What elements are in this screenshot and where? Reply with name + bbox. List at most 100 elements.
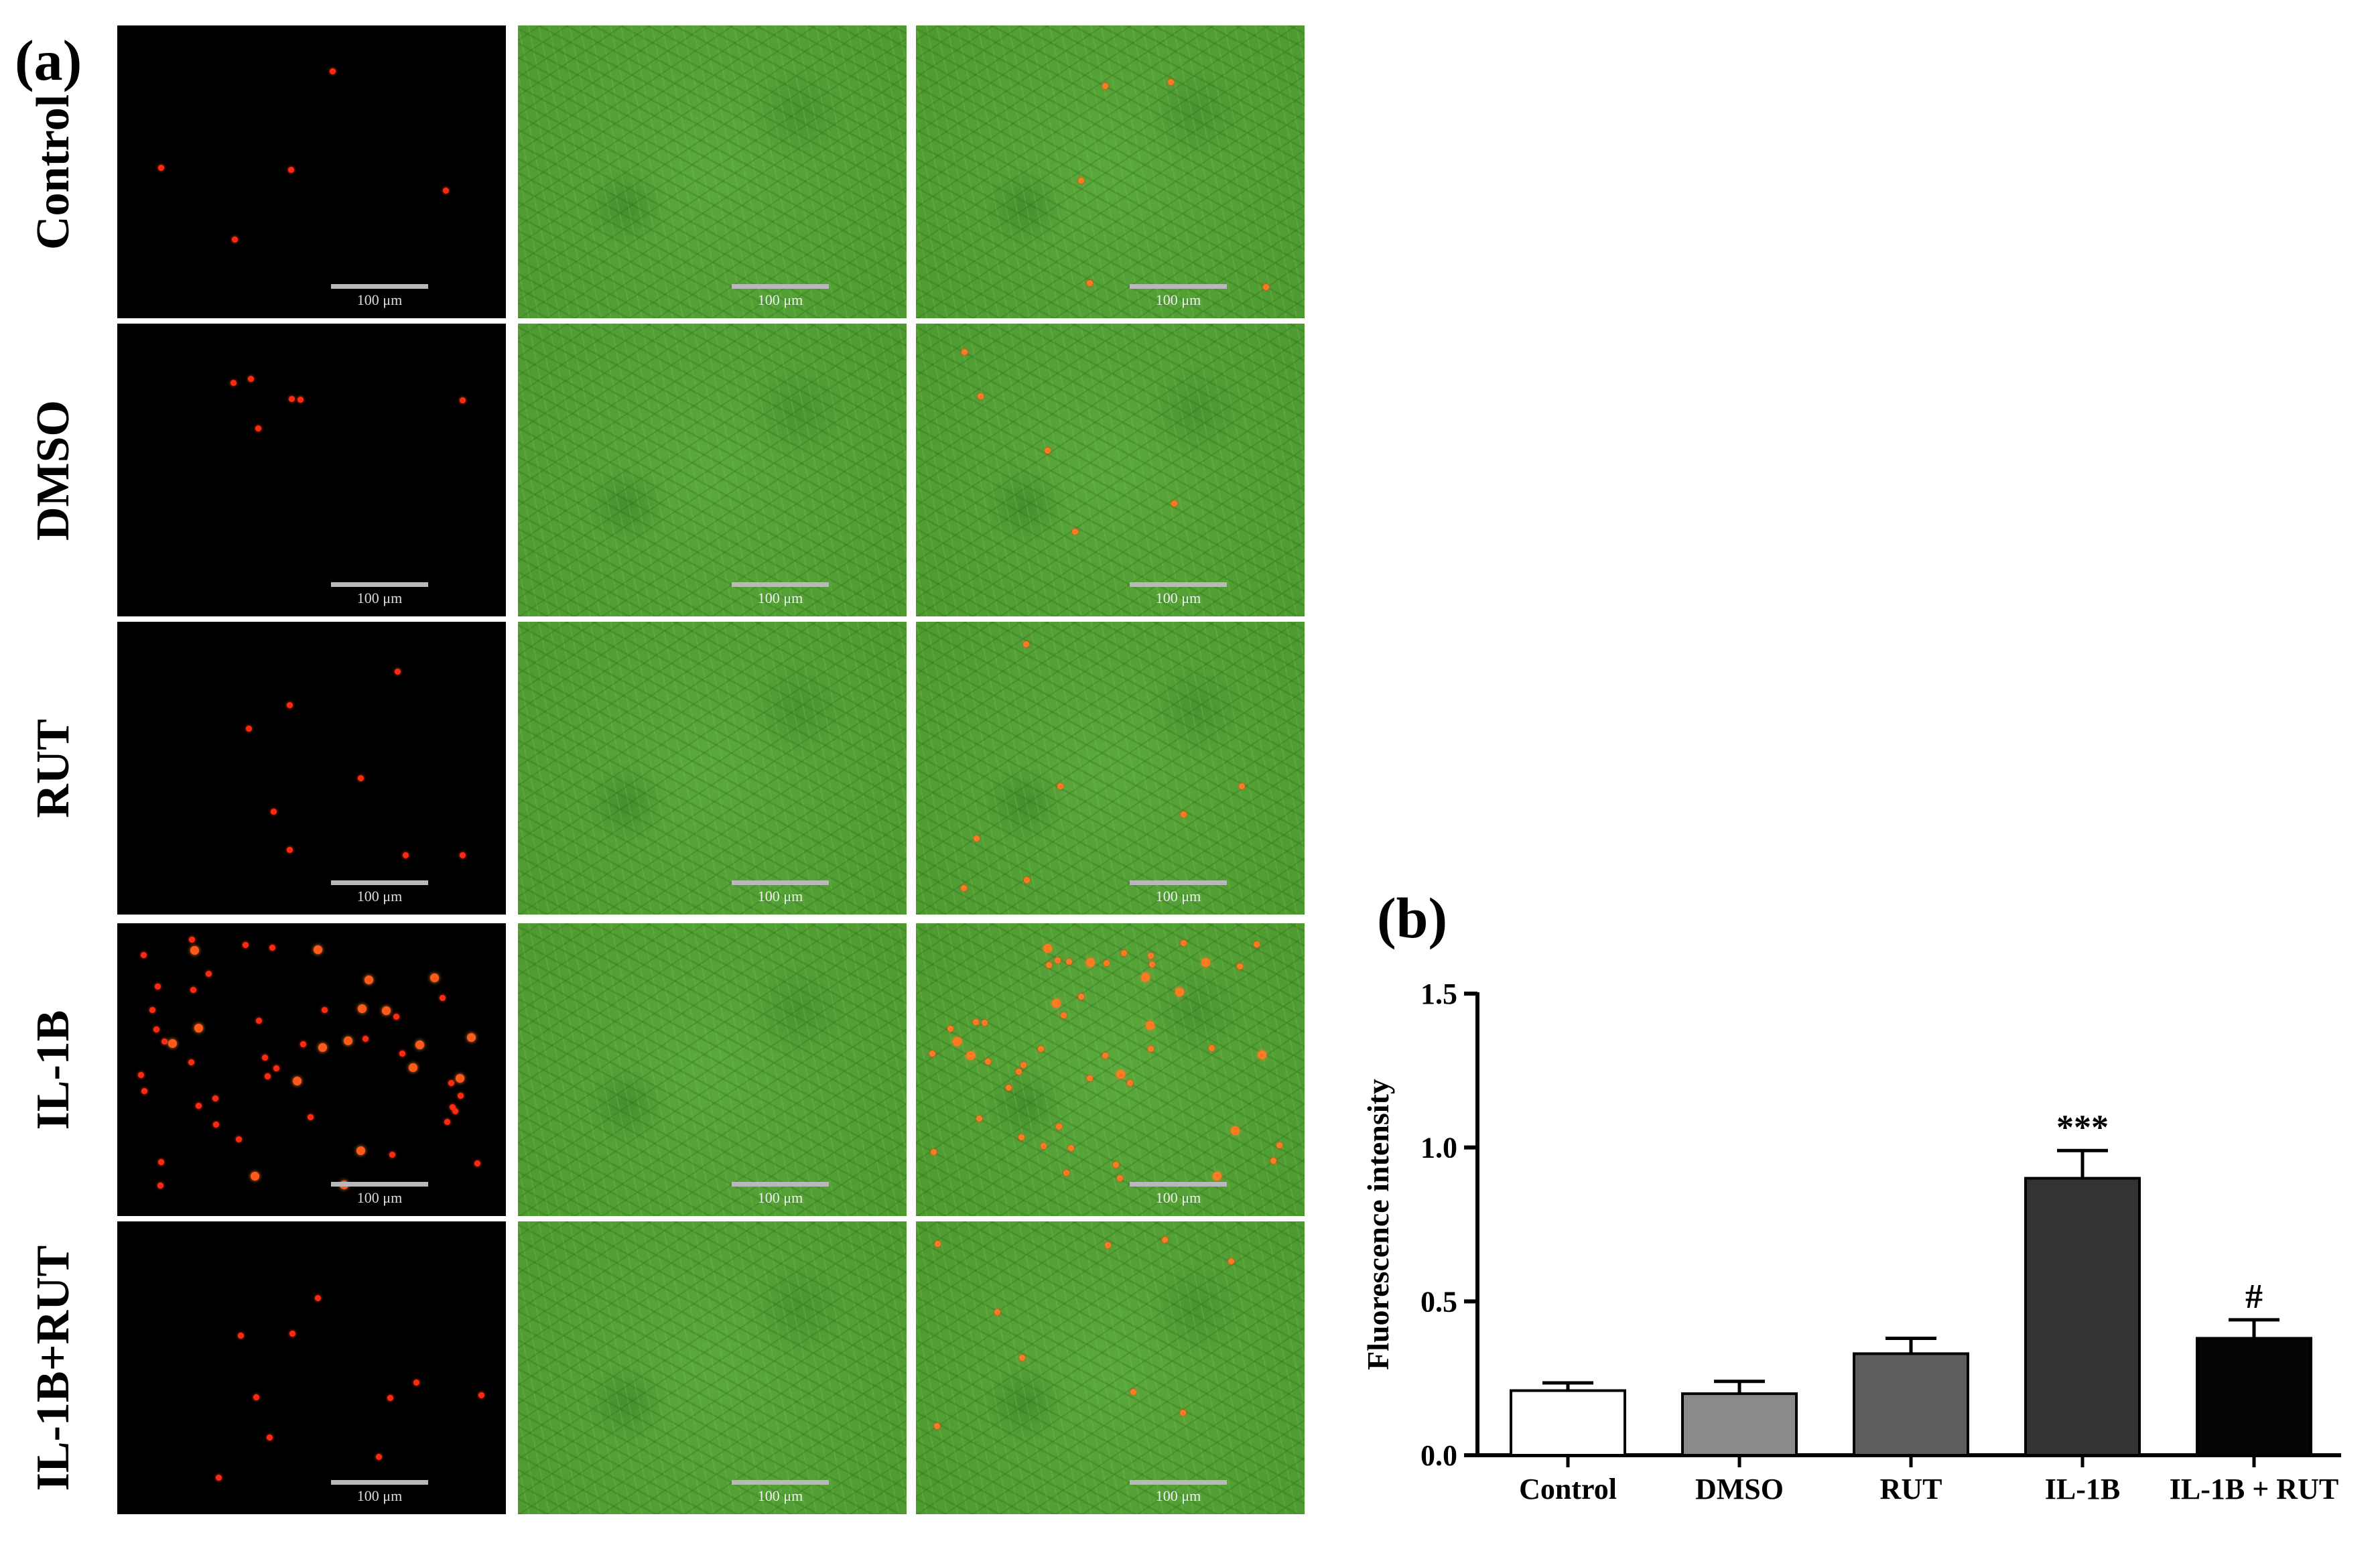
bar-2 (1853, 1352, 1969, 1457)
row-label-1: DMSO (27, 399, 79, 541)
cell-dot (961, 885, 968, 892)
cell-dot (357, 1004, 367, 1013)
fluorescence-image-0: 100 μm (117, 25, 506, 318)
x-tick-label-4: IL-1B + RUT (2170, 1473, 2338, 1505)
cell-dot (196, 1102, 202, 1109)
merged-image-0: 100 μm (916, 25, 1305, 318)
scale-bar (1130, 582, 1227, 587)
cell-dot (315, 1294, 322, 1301)
cell-dot (1061, 1012, 1067, 1018)
scale-bar (331, 582, 428, 587)
cell-dot (1006, 1085, 1012, 1091)
cell-dot (1040, 1142, 1047, 1149)
scale-bar-label: 100 μm (1155, 1189, 1201, 1206)
cell-dot (1213, 1171, 1222, 1181)
cell-dot (188, 1059, 195, 1065)
cell-dot (270, 808, 277, 815)
cell-dot (1254, 941, 1260, 948)
cell-dot (330, 68, 336, 74)
cell-dot (141, 1088, 147, 1095)
cell-dot (194, 1023, 203, 1032)
x-tick-label-0: Control (1519, 1473, 1617, 1505)
merged-image-3: 100 μm (916, 923, 1305, 1216)
cell-dot (457, 1093, 464, 1099)
cell-dot (212, 1095, 218, 1101)
cell-dot (149, 1007, 155, 1014)
bar-0 (1510, 1389, 1626, 1457)
cell-dot (231, 236, 238, 243)
cell-dot (1086, 1075, 1093, 1082)
cell-dot (1180, 1410, 1187, 1416)
cell-dot (155, 984, 161, 990)
cell-dot (1145, 1020, 1154, 1030)
cell-dot (356, 1146, 365, 1155)
brightfield-image-1: 100 μm (518, 324, 907, 616)
y-tick-label: 0.0 (1420, 1439, 1457, 1472)
scale-bar (331, 1480, 428, 1485)
row-label-4: IL-1B+RUT (27, 1245, 79, 1491)
cell-dot (399, 1051, 405, 1057)
fluorescence-image-3: 100 μm (117, 923, 506, 1216)
cell-dot (1065, 958, 1072, 965)
cell-dot (460, 852, 466, 859)
cell-dot (1085, 958, 1095, 967)
y-axis-label: Fluorescence intensity (1361, 1079, 1395, 1370)
cell-dot (1102, 1052, 1109, 1059)
cell-dot (1236, 963, 1243, 970)
cell-dot (161, 1038, 168, 1045)
y-tick-label: 1.5 (1420, 978, 1457, 1010)
scale-bar-label: 100 μm (1155, 291, 1201, 308)
cell-dot (307, 1114, 314, 1120)
cell-dot (1043, 943, 1052, 953)
cell-dot (1056, 1123, 1063, 1130)
cell-dot (1161, 1236, 1168, 1243)
cell-dot (1102, 83, 1109, 90)
cell-dot (1063, 1169, 1070, 1176)
scale-bar-label: 100 μm (356, 590, 403, 606)
brightfield-image-3: 100 μm (518, 923, 907, 1216)
cell-dot (1078, 993, 1085, 1000)
cell-dot (448, 1080, 454, 1087)
cell-dot (298, 396, 304, 403)
scale-bar-label: 100 μm (1155, 888, 1201, 904)
cell-dot (387, 1394, 393, 1401)
cell-dot (248, 375, 255, 382)
cell-dot (1171, 500, 1177, 507)
cell-dot (235, 1136, 242, 1143)
cell-dot (157, 164, 164, 171)
cell-dot (429, 973, 439, 982)
cell-dot (1067, 1145, 1074, 1152)
cell-dot (1168, 78, 1175, 85)
scale-bar (732, 582, 829, 587)
cell-dot (966, 1051, 975, 1060)
cell-dot (389, 1151, 396, 1158)
scale-bar-label: 100 μm (1155, 1487, 1201, 1504)
cell-dot (467, 1033, 476, 1043)
scale-bar-label: 100 μm (356, 1189, 403, 1206)
cell-dot (321, 1007, 328, 1014)
cell-dot (1116, 1069, 1126, 1079)
cell-dot (1258, 1050, 1266, 1059)
cell-dot (1175, 987, 1185, 996)
cell-dot (153, 1026, 159, 1033)
scale-bar (732, 880, 829, 885)
cell-dot (1087, 280, 1094, 287)
cell-dot (1078, 178, 1085, 184)
cell-dot (413, 1379, 419, 1386)
cell-dot (930, 1149, 937, 1156)
fluorescence-bar-chart: 0.0 0.5 1.0 1.5 Fluorescence intensity Contro… (1361, 978, 2341, 1505)
scale-bar-label: 100 μm (757, 291, 803, 308)
cell-dot (376, 1454, 383, 1461)
cell-dot (251, 1171, 260, 1181)
cell-dot (1051, 999, 1061, 1008)
y-tick-label: 0.5 (1420, 1285, 1457, 1318)
cell-dot (230, 380, 237, 387)
scale-bar-label: 100 μm (356, 888, 403, 904)
cell-dot (168, 1038, 177, 1048)
bar-3 (2024, 1177, 2141, 1457)
cell-dot (1126, 1079, 1133, 1086)
cell-dot (292, 1076, 302, 1085)
x-tick-label-1: DMSO (1695, 1473, 1784, 1505)
cell-dot (442, 188, 449, 194)
cell-dot (212, 1122, 219, 1128)
